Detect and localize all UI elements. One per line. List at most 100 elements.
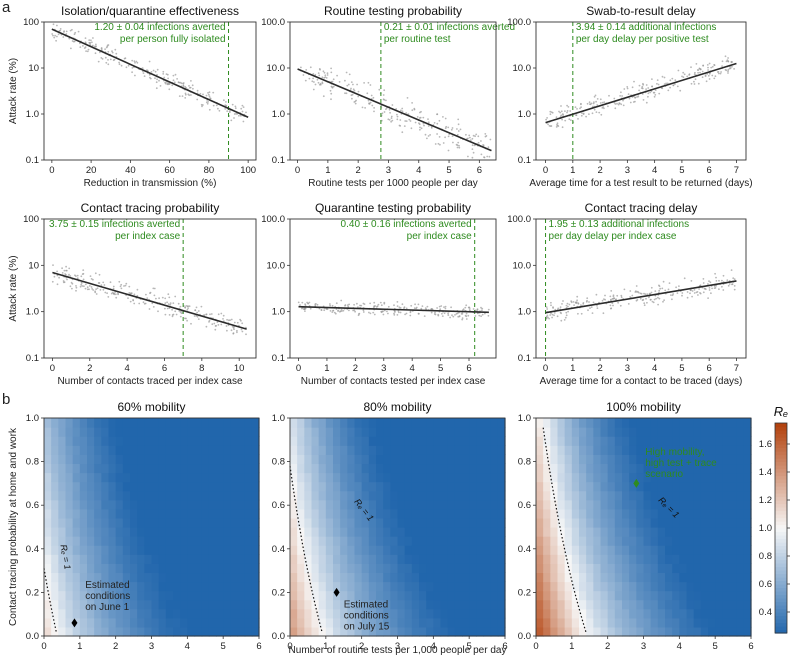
colorbar-tick-label: 1.4 xyxy=(759,467,772,478)
data-point xyxy=(452,315,455,318)
heatmap-cell xyxy=(579,436,587,446)
data-point xyxy=(82,269,85,271)
heatmap-cell xyxy=(208,572,217,583)
heatmap-cell xyxy=(151,527,160,537)
heatmap-cell xyxy=(244,626,253,637)
data-point xyxy=(421,305,424,307)
heatmap-cell xyxy=(557,517,566,528)
x-tick-label: 6 xyxy=(162,363,167,374)
heatmap-cell xyxy=(51,545,59,555)
heatmap-cell xyxy=(208,581,217,592)
heatmap-cell xyxy=(101,599,110,610)
heatmap-cell xyxy=(151,563,160,574)
data-point xyxy=(348,303,350,306)
heatmap-cell xyxy=(404,481,413,492)
data-point xyxy=(467,314,470,317)
data-point xyxy=(420,110,422,113)
heatmap-cell xyxy=(490,527,499,537)
y-tick-label: 0.6 xyxy=(272,500,285,511)
x-tick-label: 7 xyxy=(734,165,739,176)
data-point xyxy=(196,98,199,101)
data-point xyxy=(442,116,444,118)
heatmap-cell xyxy=(419,463,427,474)
heatmap-cell xyxy=(743,581,752,592)
heatmap-cell xyxy=(368,590,377,601)
heatmap-cell xyxy=(208,545,217,555)
x-tick-label: 2 xyxy=(605,641,610,652)
heatmap-cell xyxy=(679,418,688,428)
data-point xyxy=(640,87,643,89)
heatmap-cell xyxy=(108,545,117,555)
data-point xyxy=(156,78,159,81)
data-point xyxy=(705,80,708,83)
data-point xyxy=(84,283,87,286)
data-point xyxy=(65,33,68,35)
heatmap-cell xyxy=(65,418,74,428)
heatmap-cell xyxy=(397,536,406,546)
heatmap-cell xyxy=(311,427,320,437)
heatmap-cell xyxy=(244,472,253,483)
data-point xyxy=(457,130,460,132)
heatmap-cell xyxy=(722,590,731,601)
heatmap-cell xyxy=(715,481,723,492)
heatmap-cell xyxy=(629,517,637,528)
heatmap-cell xyxy=(151,608,160,619)
heatmap-cell xyxy=(122,599,131,610)
colorbar-segment xyxy=(775,430,787,435)
heatmap-cell xyxy=(550,472,559,483)
heatmap-cell xyxy=(311,545,320,555)
data-point xyxy=(118,280,121,283)
heatmap-cell xyxy=(715,445,723,455)
heatmap-cell xyxy=(354,418,363,428)
data-point xyxy=(352,88,355,91)
heatmap-cell xyxy=(94,581,102,592)
heatmap-cell xyxy=(622,499,630,510)
heatmap-cell xyxy=(201,527,210,537)
heatmap-cell xyxy=(297,481,305,492)
heatmap-cell xyxy=(686,581,695,592)
heatmap-cell xyxy=(469,554,477,564)
heatmap-cell xyxy=(311,463,320,474)
heatmap-cell xyxy=(216,508,224,519)
heatmap-cell xyxy=(354,563,363,574)
heatmap-cell xyxy=(325,554,334,564)
heatmap-cell xyxy=(665,481,673,492)
data-point xyxy=(562,113,564,116)
heatmap-cell xyxy=(686,517,695,528)
heatmap-cell xyxy=(390,608,399,619)
heatmap-cell xyxy=(404,581,413,592)
data-point xyxy=(662,280,665,283)
heatmap-cell xyxy=(311,508,320,519)
data-point xyxy=(443,306,445,308)
heatmap-cell xyxy=(729,445,738,455)
data-point xyxy=(144,302,147,305)
heatmap-cell xyxy=(115,590,124,601)
data-point xyxy=(657,83,660,86)
data-point xyxy=(311,80,314,83)
heatmap-cell xyxy=(230,454,239,465)
heatmap-cell xyxy=(536,427,544,437)
data-point xyxy=(645,88,647,90)
heatmap-cell xyxy=(693,545,702,555)
heatmap-cell xyxy=(722,608,731,619)
heatmap-cell xyxy=(483,572,492,583)
data-point xyxy=(76,274,79,277)
heatmap-cell xyxy=(679,590,688,601)
heatmap-cell xyxy=(650,572,659,583)
heatmap-cell xyxy=(144,517,153,528)
heatmap-cell xyxy=(490,517,499,528)
heatmap-cell xyxy=(708,617,716,628)
heatmap-cell xyxy=(600,517,609,528)
heatmap-cell xyxy=(101,481,110,492)
heatmap-cell xyxy=(151,536,160,546)
heatmap-cell xyxy=(426,481,434,492)
heatmap-cell xyxy=(433,590,442,601)
heatmap-cell xyxy=(251,608,260,619)
heatmap-cell xyxy=(447,536,456,546)
heatmap-cell xyxy=(151,454,160,465)
heatmap-cell xyxy=(736,572,745,583)
heatmap-cell xyxy=(447,490,456,501)
data-point xyxy=(436,133,438,135)
data-point xyxy=(307,302,310,305)
heatmap-cell xyxy=(550,427,559,437)
